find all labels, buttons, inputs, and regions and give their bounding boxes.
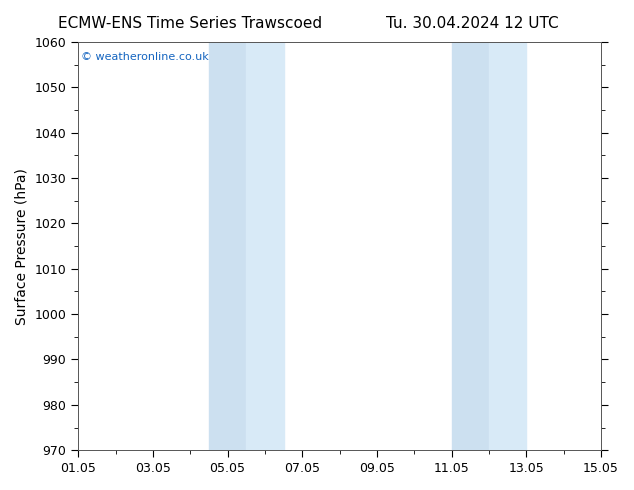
Text: ECMW-ENS Time Series Trawscoed: ECMW-ENS Time Series Trawscoed — [58, 16, 322, 31]
Text: © weatheronline.co.uk: © weatheronline.co.uk — [81, 52, 209, 62]
Text: Tu. 30.04.2024 12 UTC: Tu. 30.04.2024 12 UTC — [386, 16, 559, 31]
Y-axis label: Surface Pressure (hPa): Surface Pressure (hPa) — [15, 168, 29, 324]
Bar — [209, 42, 246, 450]
Bar — [451, 42, 489, 450]
Bar — [489, 42, 526, 450]
Bar — [246, 42, 283, 450]
